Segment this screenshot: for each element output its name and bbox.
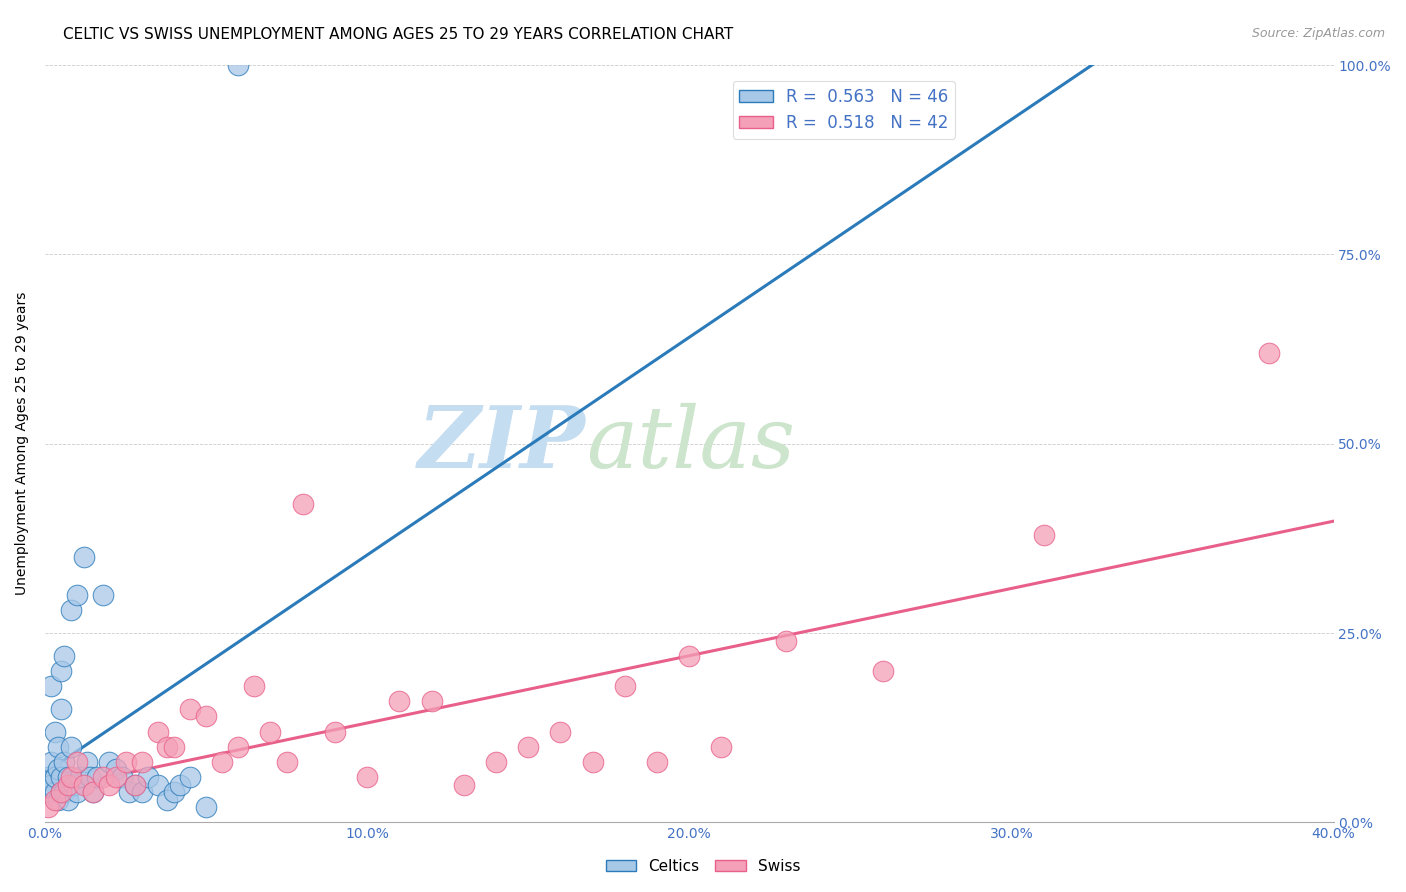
Point [678, 648, 700, 663]
Point [517, 739, 540, 754]
Point [46, 739, 69, 754]
Point [104, 770, 127, 784]
Point [195, 800, 218, 814]
Point [91, 588, 114, 602]
Point [179, 770, 201, 784]
Point [276, 755, 298, 769]
Point [211, 755, 233, 769]
Point [59, 770, 82, 784]
Point [59, 739, 82, 754]
Point [69, 770, 91, 784]
Point [59, 603, 82, 617]
Point [323, 724, 346, 739]
Point [98, 755, 121, 769]
Point [226, 739, 249, 754]
Point [72, 550, 94, 565]
Point [872, 664, 894, 678]
Legend: Celtics, Swiss: Celtics, Swiss [600, 853, 806, 880]
Point [356, 770, 378, 784]
Point [118, 785, 141, 799]
Point [66, 588, 89, 602]
Point [49, 664, 72, 678]
Point [420, 694, 443, 708]
Point [104, 763, 127, 777]
Point [243, 679, 266, 693]
Point [1258, 346, 1281, 360]
Point [53, 648, 76, 663]
Point [581, 755, 603, 769]
Point [146, 778, 169, 792]
Point [98, 778, 121, 792]
Point [195, 709, 218, 723]
Point [49, 702, 72, 716]
Point [131, 785, 153, 799]
Point [131, 755, 153, 769]
Point [179, 702, 201, 716]
Point [91, 770, 114, 784]
Legend: R =  0.563   N = 46, R =  0.518   N = 42: R = 0.563 N = 46, R = 0.518 N = 42 [733, 81, 955, 138]
Point [46, 793, 69, 807]
Point [388, 694, 411, 708]
Point [49, 785, 72, 799]
Point [41, 679, 63, 693]
Point [163, 739, 186, 754]
Point [44, 724, 66, 739]
Point [44, 793, 66, 807]
Point [124, 778, 146, 792]
Point [259, 724, 281, 739]
Point [156, 739, 179, 754]
Point [37, 770, 59, 784]
Point [79, 770, 101, 784]
Point [146, 724, 169, 739]
Point [114, 755, 136, 769]
Point [66, 755, 89, 769]
Point [86, 770, 108, 784]
Point [710, 739, 733, 754]
Point [82, 785, 104, 799]
Point [156, 793, 179, 807]
Point [56, 793, 79, 807]
Point [485, 755, 508, 769]
Point [163, 785, 186, 799]
Point [41, 778, 63, 792]
Point [226, 58, 249, 72]
Point [613, 679, 636, 693]
Point [44, 770, 66, 784]
Point [453, 778, 475, 792]
Point [56, 778, 79, 792]
Point [76, 755, 98, 769]
Point [37, 785, 59, 799]
Point [550, 724, 572, 739]
Point [775, 633, 797, 648]
Point [82, 785, 104, 799]
Point [46, 763, 69, 777]
Point [44, 785, 66, 799]
Text: atlas: atlas [586, 402, 796, 485]
Point [291, 497, 314, 511]
Point [66, 785, 89, 799]
Point [72, 778, 94, 792]
Point [53, 785, 76, 799]
Point [37, 800, 59, 814]
Point [124, 778, 146, 792]
Point [63, 778, 86, 792]
Point [41, 755, 63, 769]
Point [1032, 527, 1054, 541]
Y-axis label: Unemployment Among Ages 25 to 29 years: Unemployment Among Ages 25 to 29 years [15, 292, 30, 596]
Text: ZIP: ZIP [418, 402, 586, 485]
Point [49, 785, 72, 799]
Point [111, 770, 134, 784]
Text: CELTIC VS SWISS UNEMPLOYMENT AMONG AGES 25 TO 29 YEARS CORRELATION CHART: CELTIC VS SWISS UNEMPLOYMENT AMONG AGES … [63, 27, 734, 42]
Point [56, 770, 79, 784]
Point [136, 770, 159, 784]
Point [49, 770, 72, 784]
Point [53, 755, 76, 769]
Point [645, 755, 668, 769]
Text: Source: ZipAtlas.com: Source: ZipAtlas.com [1251, 27, 1385, 40]
Point [169, 778, 191, 792]
